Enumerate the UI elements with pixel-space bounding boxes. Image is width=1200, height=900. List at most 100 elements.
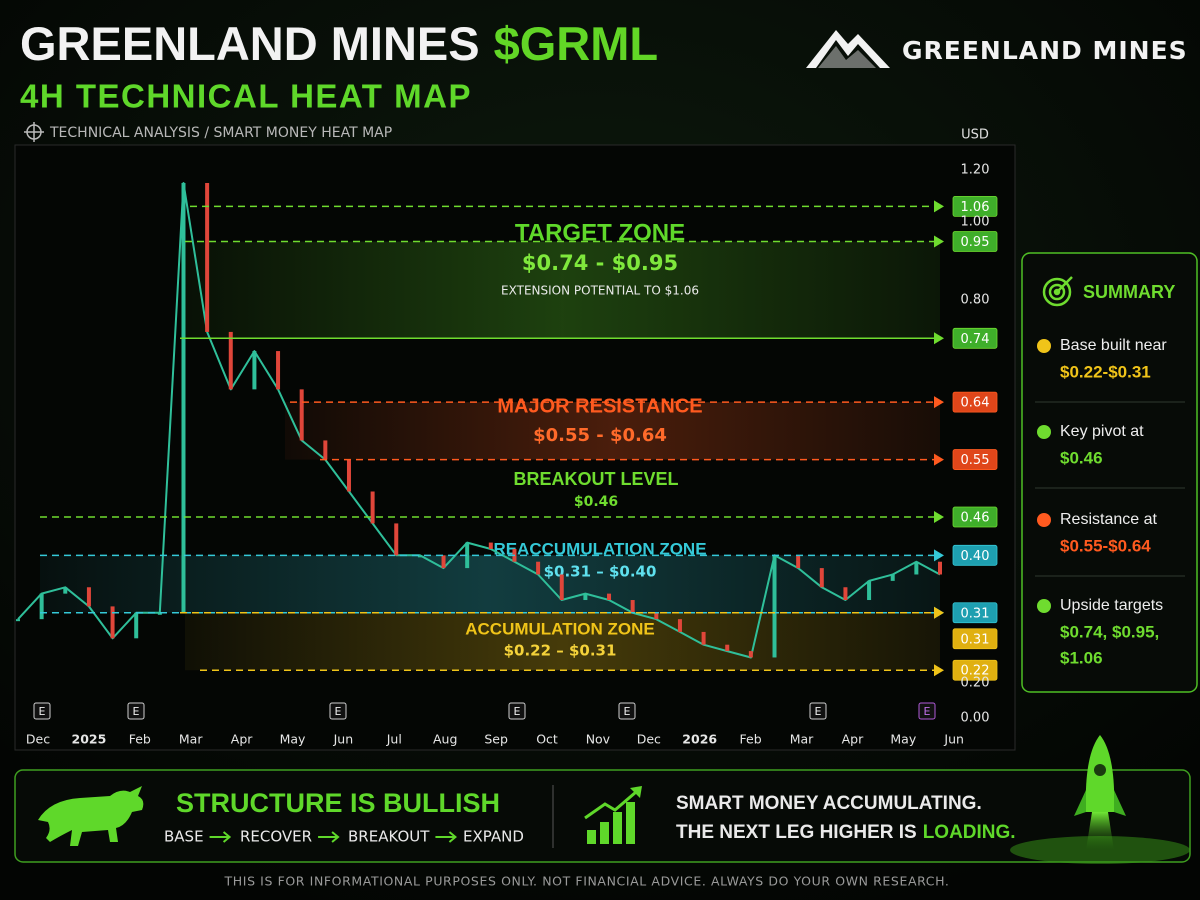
step-arrow (318, 831, 340, 843)
price-candle (725, 644, 730, 652)
price-candle (110, 606, 115, 639)
price-candle (134, 612, 139, 639)
level-badge (952, 231, 998, 252)
summary-label: Key pivot at (1060, 423, 1144, 440)
earnings-box (329, 702, 347, 720)
level-label: 0.46 (961, 511, 990, 526)
y-tick-label: 1.20 (961, 163, 990, 178)
price-candle (938, 561, 942, 575)
x-tick-label: May (280, 732, 306, 747)
y-tick-label: 0.20 (961, 676, 990, 691)
price-candle (276, 351, 281, 390)
level-label: 0.31 (961, 606, 990, 621)
zone-title: ACCUMULATION ZONE (465, 619, 655, 638)
price-candle (654, 612, 659, 620)
earnings-marker: E (924, 705, 931, 718)
zone-title: REACCUMULATION ZONE (493, 539, 706, 558)
price-candle (205, 183, 210, 332)
level-badge (952, 628, 998, 650)
price-candle (796, 555, 801, 569)
price-candle (63, 587, 68, 594)
price-candle (394, 523, 399, 556)
level-label: 0.64 (961, 396, 990, 411)
x-tick-label: Apr (842, 732, 864, 747)
x-tick-label: Jun (943, 732, 964, 747)
zone-title: MAJOR RESISTANCE (497, 395, 702, 417)
price-candle (914, 561, 919, 575)
x-tick-label: Jul (386, 732, 402, 747)
level-arrow (934, 332, 944, 345)
banner-line2: THE NEXT LEG HIGHER IS LOADING. (676, 822, 1016, 843)
growth-icon (584, 786, 642, 844)
banner-line2-text: THE NEXT LEG HIGHER IS (676, 822, 917, 843)
earnings-marker: E (39, 705, 46, 718)
steps: BASE RECOVER BREAKOUT EXPAND (164, 828, 524, 846)
summary-dot (1037, 425, 1051, 439)
rocket-icon (1010, 735, 1190, 864)
chart: TARGET ZONE $0.74 - $0.95 EXTENSION POTENT… (16, 163, 998, 747)
level-arrow (934, 664, 944, 677)
level-badge (952, 391, 998, 413)
price-candle (819, 568, 824, 588)
price-candle (299, 389, 304, 441)
y-tick-label: 1.00 (961, 215, 990, 230)
earnings-box (508, 702, 526, 720)
earnings-marker: E (335, 705, 342, 718)
earnings-box (918, 702, 936, 720)
price-candle (465, 542, 470, 569)
price-candle (843, 587, 848, 601)
zone (185, 241, 940, 339)
price-candle (346, 459, 351, 492)
level-badge (952, 659, 998, 681)
banner (14, 769, 1191, 863)
banner-line1: SMART MONEY ACCUMULATING. (676, 793, 982, 814)
summary-dot (1037, 339, 1051, 353)
level-label: 0.95 (961, 235, 990, 250)
level-badge (952, 602, 998, 624)
x-tick-label: Mar (179, 732, 203, 747)
price-candle (441, 555, 446, 569)
level-label: 0.22 (961, 664, 990, 679)
level-badge (952, 449, 998, 470)
summary-label: Resistance at (1060, 511, 1157, 528)
level-label: 0.31 (961, 632, 990, 647)
breadcrumb: TECHNICAL ANALYSIS / SMART MONEY HEAT MA… (49, 125, 392, 141)
price-candle (39, 593, 44, 620)
zone-range: $0.74 - $0.95 (522, 251, 678, 275)
level-badge (952, 195, 998, 217)
step-arrow (435, 831, 457, 843)
price-candle (890, 574, 895, 581)
step: BASE (164, 828, 204, 846)
summary-detail: $0.46 (1060, 448, 1103, 467)
price-candle (536, 561, 541, 575)
zone-range: $0.22 – $0.31 (504, 642, 617, 660)
breakout-title: BREAKOUT LEVEL (513, 469, 678, 489)
zone-range: $0.31 – $0.40 (544, 563, 657, 581)
x-tick-label: Dec (637, 732, 661, 747)
summary-dot (1037, 513, 1051, 527)
zone-title: TARGET ZONE (515, 219, 685, 246)
price-candle (772, 555, 777, 658)
x-tick-label: Feb (129, 732, 151, 747)
level-badge (952, 544, 998, 566)
subtitle: 4H TECHNICAL HEAT MAP (20, 78, 472, 115)
level-badge (952, 506, 998, 528)
step: EXPAND (463, 828, 524, 846)
x-tick-label: Nov (586, 732, 611, 747)
earnings-marker: E (624, 705, 631, 718)
step: BREAKOUT (348, 828, 430, 846)
target-icon (1042, 276, 1073, 307)
price-candle (607, 593, 612, 601)
price-candle (583, 593, 588, 601)
ticker: $GRML (494, 17, 659, 70)
zone-range: $0.55 - $0.64 (533, 425, 667, 446)
earnings-marker: E (133, 705, 140, 718)
earnings-box (33, 702, 51, 720)
x-tick-label: May (890, 732, 916, 747)
y-tick-label: 0.80 (961, 293, 990, 308)
price-line (17, 182, 941, 659)
earnings-box (809, 702, 827, 720)
price-candle (701, 631, 706, 645)
x-tick-label: Aug (433, 732, 457, 747)
